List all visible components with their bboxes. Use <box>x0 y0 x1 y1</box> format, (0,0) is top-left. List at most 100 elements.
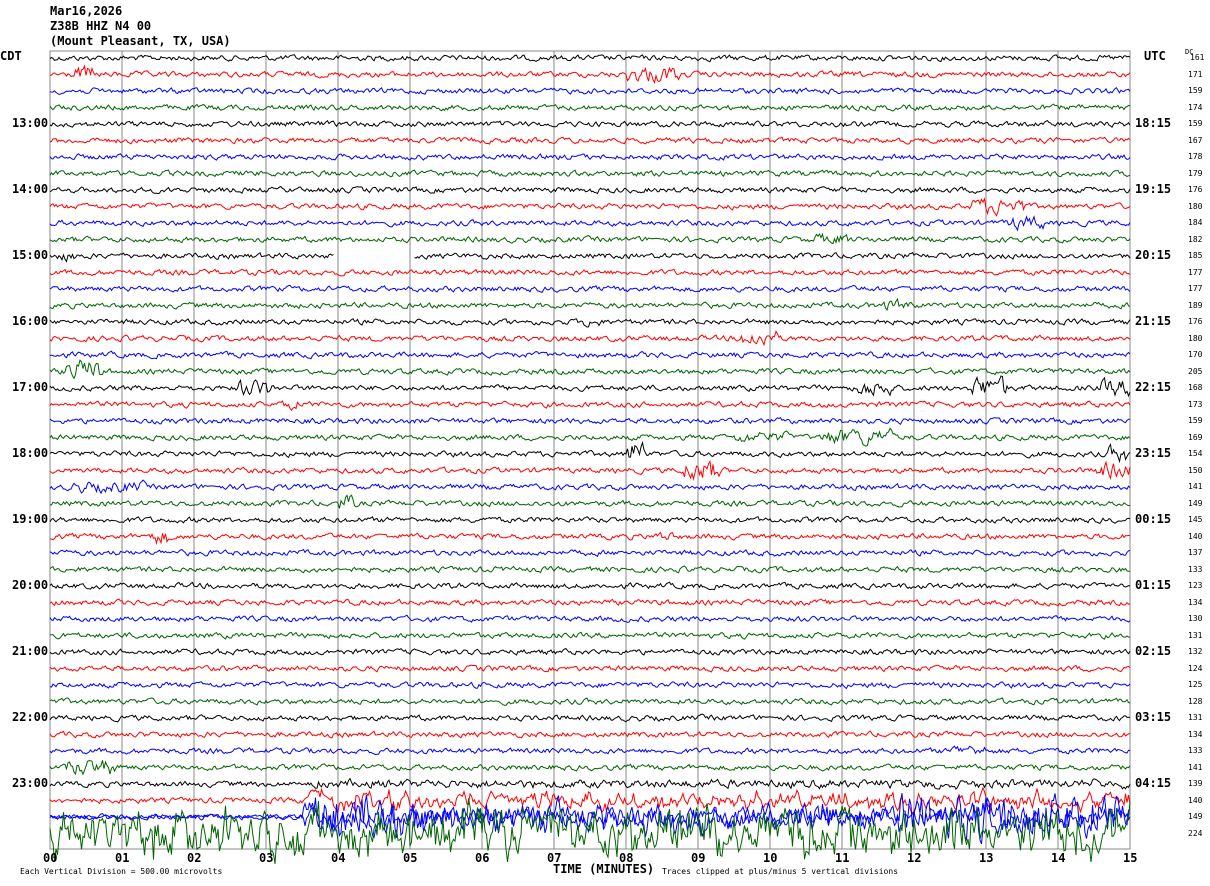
dc-offset-label: 177 <box>1188 284 1203 293</box>
trace-row-26 <box>49 479 1131 495</box>
trace-row-12 <box>414 251 1131 260</box>
trace-row-2 <box>49 86 1131 95</box>
dc-offset-label: 178 <box>1188 152 1203 161</box>
dc-offset-label: 141 <box>1188 762 1203 772</box>
trace-row-29 <box>49 531 1131 546</box>
left-hour-label: 19:00 <box>12 512 49 526</box>
trace-row-36 <box>49 647 1131 656</box>
left-hour-label: 17:00 <box>12 380 49 394</box>
dc-offset-label: 139 <box>1188 779 1203 788</box>
trace-row-35 <box>49 631 1131 640</box>
dc-offset-label: 131 <box>1188 630 1203 640</box>
trace-row-25 <box>49 460 1131 481</box>
left-hour-label: 20:00 <box>12 578 49 592</box>
dc-offset-label: 168 <box>1188 383 1203 392</box>
right-hour-label: 18:15 <box>1135 116 1172 130</box>
trace-row-38 <box>49 680 1131 690</box>
x-tick-label: 07 <box>547 851 562 865</box>
trace-row-32 <box>49 581 1131 591</box>
dc-offset-label: 133 <box>1188 564 1203 574</box>
x-tick-label: 01 <box>115 851 130 865</box>
trace-row-42 <box>49 745 1131 756</box>
trace-row-22 <box>49 417 1131 426</box>
trace-row-44 <box>49 777 1131 790</box>
trace-row-0 <box>49 54 1131 63</box>
trace-row-11 <box>49 232 1131 245</box>
dc-offset-label: 159 <box>1188 119 1203 128</box>
trace-row-31 <box>49 565 1131 574</box>
x-tick-label: 14 <box>1051 851 1066 865</box>
dc-offset-label: 173 <box>1188 399 1203 409</box>
dc-offset-label: 224 <box>1188 828 1203 838</box>
dc-offset-label: 140 <box>1188 531 1203 541</box>
trace-row-15 <box>49 297 1131 312</box>
trace-row-39 <box>49 697 1131 706</box>
trace-row-19 <box>49 359 1131 380</box>
dc-offset-label: 133 <box>1188 746 1203 755</box>
dc-offset-label: 134 <box>1188 729 1203 739</box>
dc-offset-label: 176 <box>1188 185 1203 194</box>
dc-offset-label: 150 <box>1188 465 1203 475</box>
x-tick-label: 10 <box>763 851 778 865</box>
dc-offset-label: 180 <box>1188 333 1203 343</box>
dc-offset-label: 167 <box>1188 135 1203 145</box>
trace-row-9 <box>49 197 1131 217</box>
trace-row-12 <box>49 252 334 263</box>
dc-offset-label: 123 <box>1188 581 1203 590</box>
clip-note: Traces clipped at plus/minus 5 vertical … <box>662 867 899 876</box>
dc-offset-label: 177 <box>1188 267 1203 277</box>
dc-offset-label: 141 <box>1188 482 1203 491</box>
station-label: Z38B HHZ N4 00 <box>50 19 152 33</box>
trace-row-41 <box>49 730 1131 739</box>
left-hour-label: 14:00 <box>12 182 49 196</box>
trace-row-14 <box>49 284 1131 294</box>
left-timezone-label: CDT <box>0 49 22 63</box>
x-tick-label: 00 <box>43 851 58 865</box>
dc-offset-label: 180 <box>1188 201 1203 211</box>
trace-row-47 <box>49 798 1131 864</box>
dc-offset-label: 189 <box>1188 300 1203 310</box>
trace-row-20 <box>49 375 1131 398</box>
trace-row-40 <box>49 713 1131 723</box>
right-hour-label: 04:15 <box>1135 776 1172 790</box>
trace-row-18 <box>49 350 1131 360</box>
dc-offset-label: 145 <box>1188 515 1203 524</box>
dc-offset-label: 185 <box>1188 251 1203 260</box>
left-hour-label: 16:00 <box>12 314 49 328</box>
dc-offset-label: 149 <box>1188 812 1203 821</box>
right-hour-label: 00:15 <box>1135 512 1172 526</box>
trace-row-30 <box>49 548 1131 557</box>
dc-offset-label: 159 <box>1188 86 1203 95</box>
left-hour-label: 22:00 <box>12 710 49 724</box>
x-tick-label: 11 <box>835 851 850 865</box>
trace-row-17 <box>49 330 1131 347</box>
dc-offset-label: 124 <box>1188 663 1203 673</box>
trace-row-23 <box>49 427 1131 447</box>
trace-row-1 <box>49 64 1131 84</box>
left-hour-label: 18:00 <box>12 446 49 460</box>
x-axis-title: TIME (MINUTES) <box>553 862 655 876</box>
trace-row-5 <box>49 136 1131 145</box>
dc-offset-label: 171 <box>1188 69 1203 79</box>
x-tick-label: 08 <box>619 851 634 865</box>
trace-row-33 <box>49 598 1131 607</box>
dc-offset-label: 132 <box>1188 647 1203 656</box>
trace-row-27 <box>49 494 1131 509</box>
trace-row-34 <box>49 614 1131 623</box>
trace-row-43 <box>49 760 1131 776</box>
right-hour-label: 03:15 <box>1135 710 1172 724</box>
x-tick-label: 13 <box>979 851 994 865</box>
dc-offset-label: 128 <box>1188 696 1203 706</box>
x-tick-label: 03 <box>259 851 274 865</box>
x-tick-label: 06 <box>475 851 490 865</box>
dc-offset-label: 205 <box>1188 366 1203 376</box>
right-hour-label: 23:15 <box>1135 446 1172 460</box>
trace-row-4 <box>49 119 1131 128</box>
x-tick-label: 15 <box>1123 851 1138 865</box>
right-timezone-label: UTC <box>1144 49 1166 63</box>
dc-offset-label: 161 <box>1190 53 1205 62</box>
dc-offset-label: 184 <box>1188 218 1203 227</box>
dc-offset-label: 131 <box>1188 713 1203 722</box>
dc-offset-label: 149 <box>1188 498 1203 508</box>
